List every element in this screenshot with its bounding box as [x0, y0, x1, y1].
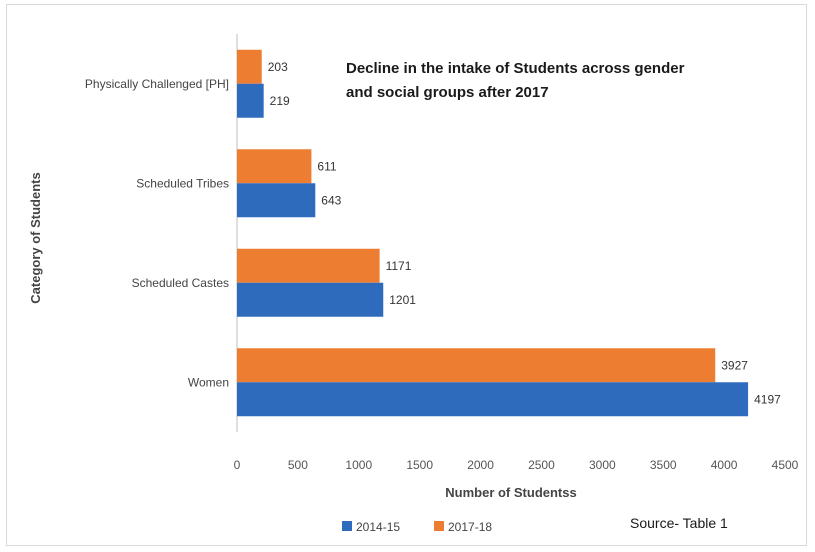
bar-2017-18	[237, 248, 380, 283]
chart-frame	[6, 4, 807, 546]
bar-2017-18	[237, 149, 312, 184]
bar-2014-15	[237, 282, 384, 317]
legend: 2014-15 2017-18	[342, 520, 492, 534]
data-label: 4197	[754, 392, 781, 406]
legend-swatch-2017-18	[434, 521, 444, 531]
category-label: Scheduled Tribes	[136, 176, 229, 190]
data-label: 3927	[721, 358, 748, 372]
data-label: 203	[268, 60, 288, 74]
x-tick-label: 1500	[406, 458, 433, 472]
chart-title-line-1: Decline in the intake of Students across…	[346, 60, 685, 77]
x-tick-label: 3000	[589, 458, 616, 472]
legend-swatch-2014-15	[342, 521, 352, 531]
x-tick-label: 3500	[650, 458, 677, 472]
x-tick-label: 0	[234, 458, 241, 472]
source-note: Source- Table 1	[630, 515, 728, 531]
bar-2014-15	[237, 83, 264, 118]
data-label: 1171	[386, 259, 412, 273]
y-axis-title: Category of Students	[28, 172, 43, 303]
x-tick-label: 4000	[711, 458, 738, 472]
bar-2017-18	[237, 49, 262, 84]
x-tick-label: 2000	[467, 458, 494, 472]
data-label: 219	[270, 94, 290, 108]
data-label: 611	[317, 159, 336, 173]
bar-2014-15	[237, 382, 749, 417]
legend-label-2017-18: 2017-18	[448, 520, 492, 534]
bar-2017-18	[237, 348, 716, 383]
category-label: Scheduled Castes	[132, 276, 229, 290]
category-label: Physically Challenged [PH]	[85, 77, 229, 91]
chart-title-line-2: and social groups after 2017	[346, 84, 549, 101]
category-label: Women	[188, 375, 229, 389]
legend-label-2014-15: 2014-15	[356, 520, 400, 534]
data-label: 1201	[389, 293, 416, 307]
x-tick-label: 2500	[528, 458, 555, 472]
bar-2014-15	[237, 183, 316, 218]
data-label: 643	[321, 193, 341, 207]
x-axis-title: Number of Studentss	[445, 485, 576, 500]
x-tick-label: 4500	[772, 458, 799, 472]
x-tick-label: 1000	[345, 458, 372, 472]
x-tick-label: 500	[288, 458, 308, 472]
